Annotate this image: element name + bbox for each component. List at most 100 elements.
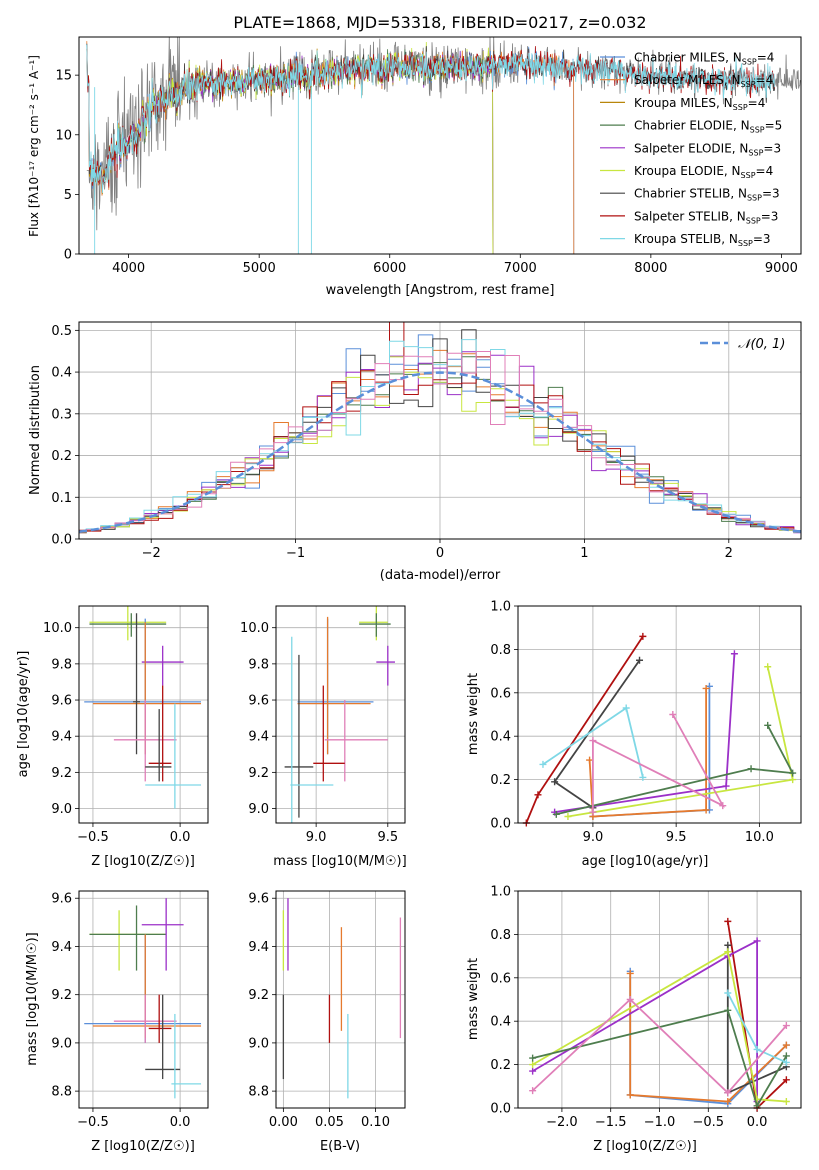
axes-frame xyxy=(517,605,802,824)
legend-entry: Chabrier STELIB, NSSP=3 xyxy=(634,187,780,203)
y-tick-label: 0.6 xyxy=(490,971,511,986)
weight-marker xyxy=(702,806,710,814)
y-tick-label: 0.3 xyxy=(51,407,72,422)
x-tick-label: 0 xyxy=(436,546,444,561)
weight-marker xyxy=(747,765,755,773)
mass-weight-vs-Z-panel: −2.0 −1.5 −1.0 −0.5 0.0 0.0 0.2 0.4 0.6 0.8 1.0 xyxy=(490,885,802,1130)
weight-marker xyxy=(529,1054,537,1062)
x-tick-label: 0.0 xyxy=(170,1115,191,1130)
mass-vs-ebv-panel: 0.00 0.05 0.10 8.8 9.0 9.2 9.4 9.6 xyxy=(248,890,406,1130)
mass-vs-Z-panel: −0.5 0.0 8.8 9.0 9.2 9.4 9.6 xyxy=(51,890,209,1130)
y-tick-label: 9.6 xyxy=(51,694,72,709)
histogram-xlabel: (data-model)/error xyxy=(380,568,501,583)
weight-line xyxy=(592,714,725,813)
x-tick-label: 2 xyxy=(725,546,733,561)
legend-entry: Salpeter STELIB, NSSP=3 xyxy=(634,209,778,225)
weight-marker xyxy=(782,1076,790,1084)
y-tick-label: 0.4 xyxy=(490,730,511,745)
x-tick-label: −2.0 xyxy=(546,1115,578,1130)
x-tick-label: −1.5 xyxy=(595,1115,627,1130)
weight-marker xyxy=(789,776,797,784)
y-tick-label: 1.0 xyxy=(490,885,511,900)
weight-marker xyxy=(724,941,732,949)
y-tick-label: 9.6 xyxy=(248,892,269,907)
histogram-ylabel: Normed distribution xyxy=(28,365,43,495)
weight-marker xyxy=(564,812,572,820)
mass-vs-ebv-xlabel: E(B-V) xyxy=(320,1139,360,1154)
weight-marker xyxy=(753,1045,761,1053)
y-tick-label: 9.2 xyxy=(248,988,269,1003)
y-tick-label: 0.0 xyxy=(490,817,511,832)
weight-line xyxy=(556,724,795,816)
figure-title: PLATE=1868, MJD=53318, FIBERID=0217, z=0… xyxy=(233,13,646,32)
weight-marker xyxy=(782,1022,790,1030)
y-tick-label: 8.8 xyxy=(248,1085,269,1100)
x-tick-label: 9000 xyxy=(765,261,798,276)
axes-frame xyxy=(78,36,802,255)
weight-line xyxy=(567,666,794,818)
y-tick-label: 9.0 xyxy=(51,802,72,817)
axes-frame xyxy=(275,605,406,824)
histogram-step xyxy=(79,322,801,533)
weight-marker xyxy=(782,1052,790,1060)
x-tick-label: −0.5 xyxy=(77,1115,109,1130)
x-tick-label: 0.10 xyxy=(361,1115,390,1130)
weight-marker xyxy=(724,989,732,997)
axes-frame xyxy=(275,890,406,1109)
weight-marker xyxy=(782,1058,790,1066)
mass-vs-Z-xlabel: Z [log10(Z/Z☉)] xyxy=(91,1139,195,1154)
y-tick-label: 10 xyxy=(55,128,72,143)
spectrum-ylabel: Flux [fλ10⁻¹⁷ erg cm⁻² s⁻¹ A⁻¹] xyxy=(27,55,41,237)
histogram-panel: −2 −1 0 1 2 0.0 0.1 0.2 0.3 0.4 0.5 𝒩(0, 1) xyxy=(51,321,802,561)
weight-line xyxy=(532,1009,788,1108)
weight-line xyxy=(588,688,707,818)
weight-marker xyxy=(764,721,772,729)
normal-curve xyxy=(78,371,802,533)
spectrum-panel: 4000 5000 6000 7000 8000 9000 0 5 10 15 xyxy=(55,36,802,276)
weight-marker xyxy=(551,778,559,786)
x-tick-label: 0.05 xyxy=(315,1115,344,1130)
weight-marker xyxy=(626,1091,634,1099)
y-tick-label: 0.8 xyxy=(490,928,511,943)
axes-frame xyxy=(517,890,802,1109)
y-tick-label: 0.5 xyxy=(51,324,72,339)
y-tick-label: 0.4 xyxy=(490,1015,511,1030)
weight-marker xyxy=(639,773,647,781)
legend-entry: 𝒩(0, 1) xyxy=(738,337,785,352)
x-tick-label: 9.5 xyxy=(666,830,687,845)
legend-entry: Kroupa STELIB, NSSP=3 xyxy=(634,232,771,248)
weight-line xyxy=(726,921,788,1108)
weight-marker xyxy=(586,756,594,764)
y-tick-label: 0.1 xyxy=(51,491,72,506)
x-tick-label: 6000 xyxy=(373,261,406,276)
weight-marker xyxy=(589,737,597,745)
y-tick-label: 5 xyxy=(64,188,72,203)
spectrum-xlabel: wavelength [Angstrom, rest frame] xyxy=(326,283,555,298)
x-tick-label: 4000 xyxy=(112,261,145,276)
weight-marker xyxy=(789,769,797,777)
age-vs-mass-panel: 9.0 9.5 9.0 9.2 9.4 9.6 9.8 10.0 xyxy=(240,605,406,845)
weight-marker xyxy=(764,663,772,671)
x-tick-label: 8000 xyxy=(634,261,667,276)
weight-marker xyxy=(782,1097,790,1105)
weight-marker xyxy=(722,782,730,790)
weight-marker xyxy=(529,1061,537,1069)
weight-line xyxy=(525,635,644,823)
age-vs-Z-xlabel: Z [log10(Z/Z☉)] xyxy=(91,854,195,869)
weight-marker xyxy=(626,969,634,977)
y-tick-label: 1.0 xyxy=(490,600,511,615)
weight-marker xyxy=(719,802,727,810)
histogram-step xyxy=(79,349,801,534)
weight-marker xyxy=(539,760,547,768)
y-tick-label: 9.0 xyxy=(248,1036,269,1051)
mass-vs-Z-ylabel: mass [log10(M/M☉)] xyxy=(25,932,40,1065)
y-tick-label: 9.2 xyxy=(51,988,72,1003)
weight-marker xyxy=(702,684,710,692)
y-tick-label: 9.0 xyxy=(51,1036,72,1051)
legend-entry: Chabrier MILES, NSSP=4 xyxy=(634,51,774,67)
y-tick-label: 0.6 xyxy=(490,686,511,701)
mass-weight-vs-Z-xlabel: Z [log10(Z/Z☉)] xyxy=(593,1139,697,1154)
y-tick-label: 9.2 xyxy=(51,766,72,781)
weight-line xyxy=(554,653,736,813)
x-tick-label: 0.00 xyxy=(269,1115,298,1130)
